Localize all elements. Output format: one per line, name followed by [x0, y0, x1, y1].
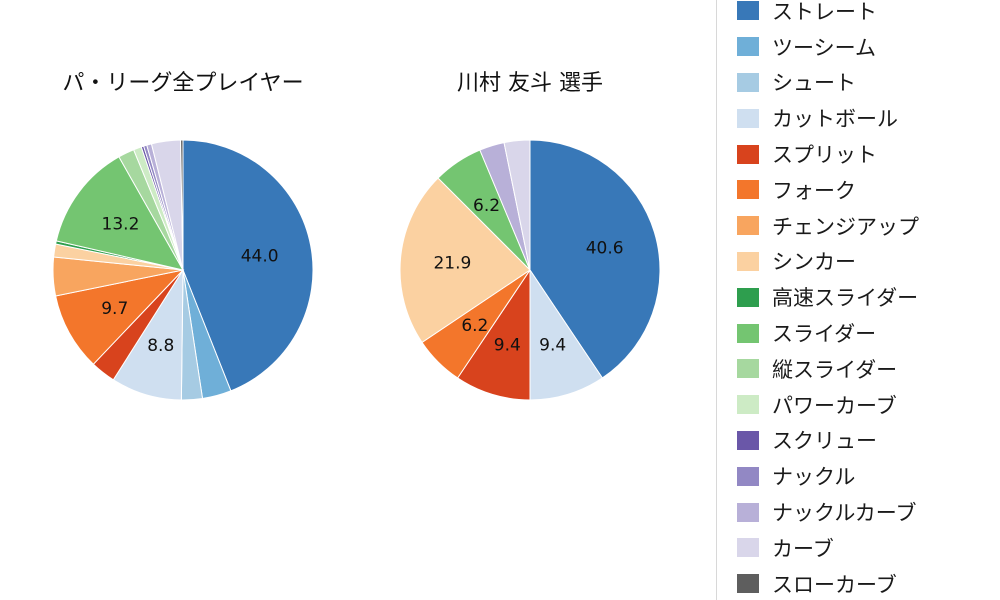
pie-slice-ストレート: [182, 139, 314, 392]
legend-color-swatch: [737, 466, 759, 486]
legend-item-12: スクリュー: [737, 423, 1000, 459]
legend-color-swatch: [737, 323, 759, 343]
pitch-type-legend: ストレートツーシームシュートカットボール スプリットフォークチェンジアップ シンカー…: [716, 0, 1000, 600]
pie-slice-label: 9.4: [539, 336, 566, 356]
legend-color-swatch: [737, 287, 759, 307]
legend-label: スライダー: [772, 322, 877, 347]
legend-item-3: カットボール: [737, 100, 1000, 136]
legend-color-swatch: [737, 72, 759, 92]
pie-slice-label: 8.8: [147, 336, 174, 356]
legend-label: カーブ: [772, 536, 834, 561]
legend-color-swatch: [737, 502, 759, 522]
league-pie-title: パ・リーグ全プレイヤー: [62, 71, 304, 96]
pie-slice-スプリット: [456, 268, 531, 401]
legend-item-2: シュート: [737, 65, 1000, 101]
legend-label: カットボール: [772, 107, 898, 132]
pie-slice-label: 21.9: [433, 253, 471, 273]
league-pie-chart: 44.0 8.8 9.7 13.2: [52, 139, 314, 401]
pie-slice-カットボール: [529, 268, 604, 401]
legend-color-swatch: [737, 359, 759, 379]
league-pie-block: パ・リーグ全プレイヤー 44.0 8.8 9.7 13.2: [48, 70, 318, 405]
legend-color-swatch: [737, 37, 759, 57]
legend-item-4: スプリット: [737, 136, 1000, 172]
legend-label: 縦スライダー: [772, 357, 898, 382]
legend-color-swatch: [737, 395, 759, 415]
legend-label: フォーク: [772, 178, 856, 203]
legend-label: シュート: [772, 71, 856, 96]
legend-color-swatch: [737, 538, 759, 558]
player-pie-title: 川村 友斗 選手: [457, 71, 603, 96]
legend-item-1: ツーシーム: [737, 29, 1000, 65]
pie-slice-スライダー: [55, 156, 184, 271]
player-pie-chart: 40.6 9.4 9.4 6.2 21.9 6.2: [399, 139, 661, 401]
pie-slice-label: 9.4: [494, 336, 521, 356]
legend-color-swatch: [737, 430, 759, 450]
pie-slice-フォーク: [55, 269, 185, 365]
legend-item-5: フォーク: [737, 172, 1000, 208]
player-pie-block: 川村 友斗 選手 40.6 9.4 9.4 6.2 21.9 6.2: [395, 70, 665, 405]
pie-slice-label: 6.2: [473, 196, 500, 216]
legend-color-swatch: [737, 180, 759, 200]
legend-item-14: ナックルカーブ: [737, 494, 1000, 530]
legend-label: チェンジアップ: [772, 214, 919, 239]
pie-slice-シンカー: [399, 177, 531, 344]
legend-item-8: 高速スライダー: [737, 279, 1000, 315]
pie-slice-label: 13.2: [102, 214, 140, 234]
legend-label: ツーシーム: [772, 35, 876, 60]
pie-slice-カーブ: [503, 139, 531, 271]
pie-slice-ストレート: [529, 139, 661, 379]
legend-items-list: ストレートツーシームシュートカットボール スプリットフォークチェンジアップ シンカー…: [737, 0, 1000, 600]
pie-slice-label: 40.6: [586, 238, 624, 258]
legend-label: ナックルカーブ: [772, 501, 917, 526]
legend-label: パワーカーブ: [772, 393, 897, 418]
legend-item-7: シンカー: [737, 244, 1000, 280]
legend-color-swatch: [737, 108, 759, 128]
pie-slice-label: 6.2: [461, 316, 488, 336]
legend-label: スローカーブ: [772, 572, 897, 597]
legend-item-16: スローカーブ: [737, 566, 1000, 600]
legend-label: ナックル: [772, 465, 856, 490]
legend-label: ストレート: [772, 0, 877, 24]
legend-color-swatch: [737, 216, 759, 236]
legend-color-swatch: [737, 574, 759, 594]
pie-slice-スローカーブ: [180, 139, 184, 271]
legend-item-6: チェンジアップ: [737, 208, 1000, 244]
legend-label: シンカー: [772, 250, 856, 275]
legend-item-11: パワーカーブ: [737, 387, 1000, 423]
legend-label: スプリット: [772, 143, 877, 168]
legend-color-swatch: [737, 251, 759, 271]
legend-item-10: 縦スライダー: [737, 351, 1000, 387]
legend-label: スクリュー: [772, 429, 877, 454]
legend-item-13: ナックル: [737, 458, 1000, 494]
legend-color-swatch: [737, 144, 759, 164]
pie-slice-label: 44.0: [241, 246, 279, 266]
legend-item-9: スライダー: [737, 315, 1000, 351]
legend-label: 高速スライダー: [772, 286, 919, 311]
legend-item-15: カーブ: [737, 530, 1000, 566]
legend-color-swatch: [737, 1, 759, 21]
pie-slice-label: 9.7: [101, 299, 128, 319]
legend-item-0: ストレート: [737, 0, 1000, 29]
